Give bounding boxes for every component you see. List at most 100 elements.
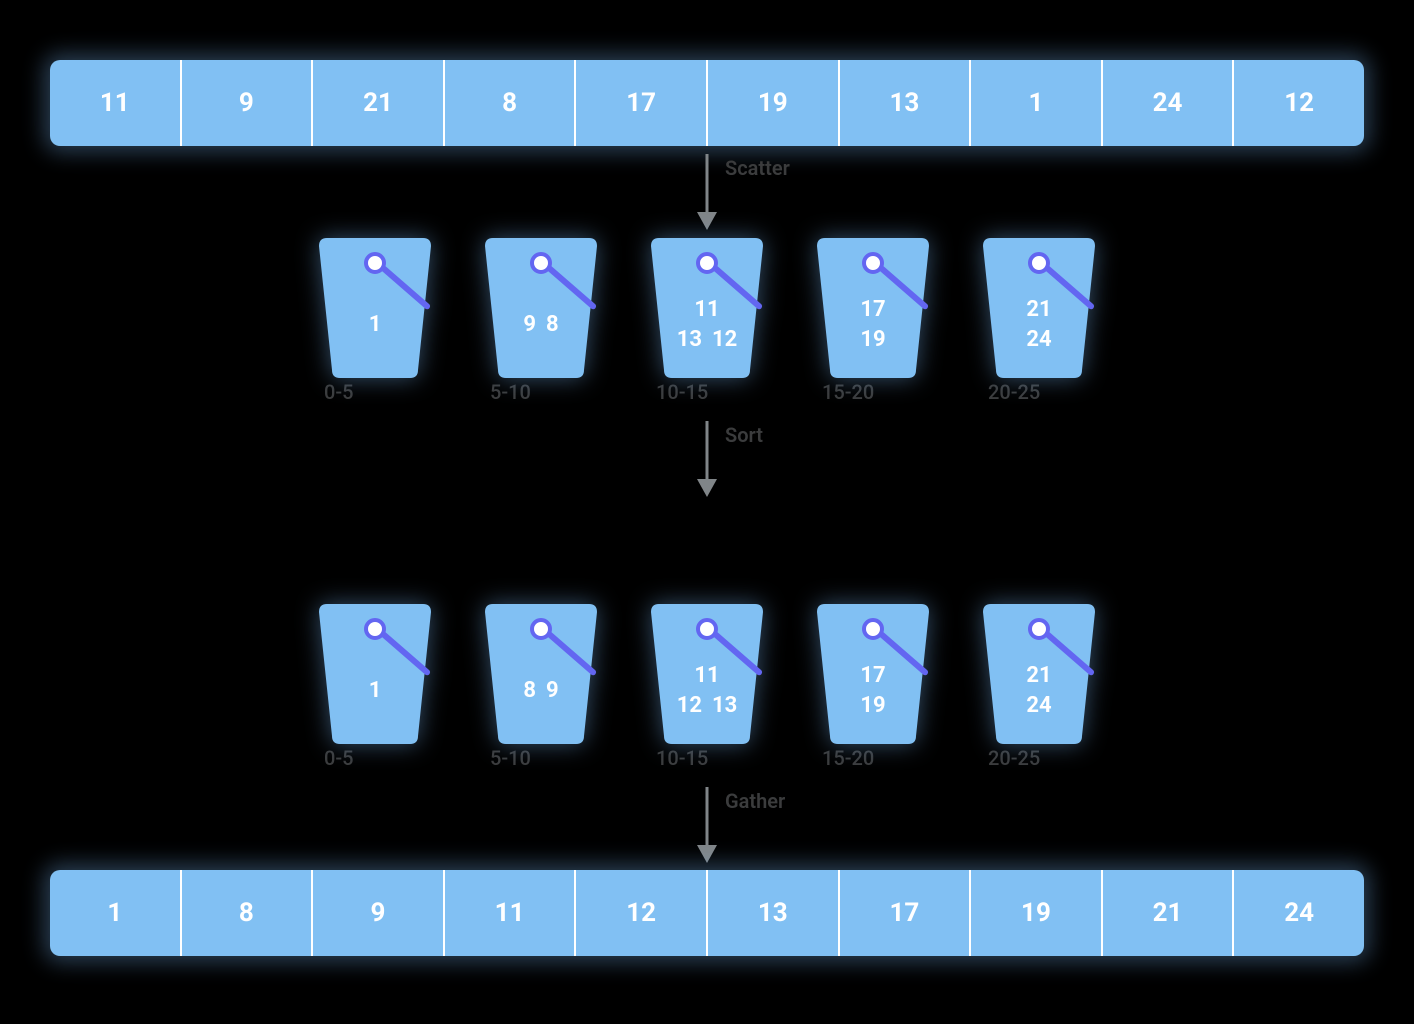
bucket-value: 1	[369, 676, 382, 706]
bucket-knob-icon	[862, 252, 884, 274]
bucket: 1 0-5	[310, 604, 440, 770]
bucket-knob-icon	[530, 618, 552, 640]
bucket-knob-icon	[696, 618, 718, 640]
bucket: 11121310-15	[642, 604, 772, 770]
bucket-value: 11	[694, 661, 719, 691]
bucket-values: 98	[476, 286, 606, 364]
arrow-down-icon	[687, 152, 727, 232]
bucket-value-row: 1	[369, 676, 382, 706]
bucket-value-row: 1	[369, 310, 382, 340]
bucket-value: 8	[523, 676, 536, 706]
bucket-values: 2124	[974, 652, 1104, 730]
bucket: 2124 20-25	[974, 604, 1104, 770]
bucket-values: 2124	[974, 286, 1104, 364]
bucket-range-label: 10-15	[642, 380, 708, 404]
bucket-value-row: 1213	[677, 691, 738, 721]
bucket-value-row: 17	[860, 295, 885, 325]
bucket-knob-icon	[530, 252, 552, 274]
bucket-value: 9	[546, 676, 559, 706]
step-label-gather: Gather	[725, 789, 785, 813]
bucket-sort-diagram: 11921817191312412 Scatter 10-5 985-10 11…	[0, 0, 1414, 1024]
bucket: 1719 15-20	[808, 238, 938, 404]
bucket-range-label: 20-25	[974, 746, 1040, 770]
bucket: 10-5	[310, 238, 440, 404]
bucket-values: 1113 12	[642, 286, 772, 364]
array-cell: 21	[1101, 870, 1233, 956]
bucket-value: 9	[523, 310, 536, 340]
bucket-value: 19	[860, 325, 885, 355]
bucket-values: 1	[310, 652, 440, 730]
bucket-value: 12	[712, 325, 737, 355]
bucket-value: 19	[860, 691, 885, 721]
array-cell: 8	[180, 870, 312, 956]
bucket-value-row: 21	[1026, 295, 1051, 325]
step-label-sort: Sort	[725, 423, 763, 447]
array-cell: 13	[706, 870, 838, 956]
bucket-knob-icon	[364, 618, 386, 640]
array-cell: 24	[1232, 870, 1364, 956]
bucket-knob-icon	[862, 618, 884, 640]
bucket-value: 17	[860, 295, 885, 325]
bucket: 171915-20	[808, 604, 938, 770]
bucket-body: 1	[310, 604, 440, 744]
bucket-value-row: 24	[1026, 325, 1051, 355]
array-cell: 1	[969, 60, 1101, 146]
bucket-value: 17	[860, 661, 885, 691]
input-array: 11921817191312412	[50, 60, 1364, 146]
arrow-down-icon	[687, 785, 727, 865]
bucket-knob-icon	[1028, 618, 1050, 640]
bucket-range-label: 15-20	[808, 380, 874, 404]
bucket-body: 1113 12	[642, 238, 772, 378]
bucket-value: 13	[677, 325, 702, 355]
bucket-value-row: 11	[694, 295, 719, 325]
bucket-range-label: 0-5	[310, 746, 354, 770]
arrow-scatter: Scatter	[0, 152, 1414, 232]
bucket-value: 1	[369, 310, 382, 340]
bucket-value-row: 11	[694, 661, 719, 691]
bucket-values: 89	[476, 652, 606, 730]
bucket-range-label: 15-20	[808, 746, 874, 770]
bucket-body: 111213	[642, 604, 772, 744]
array-cell: 13	[838, 60, 970, 146]
array-cell: 12	[1232, 60, 1364, 146]
bucket: 89 5-10	[476, 604, 606, 770]
bucket: 2124 20-25	[974, 238, 1104, 404]
bucket-value: 24	[1026, 691, 1051, 721]
bucket-range-label: 10-15	[642, 746, 708, 770]
array-cell: 1	[50, 870, 180, 956]
arrow-gather: Gather	[0, 785, 1414, 865]
bucket-range-label: 20-25	[974, 380, 1040, 404]
step-label-scatter: Scatter	[725, 156, 790, 180]
bucket-body: 98	[476, 238, 606, 378]
array-cell: 19	[706, 60, 838, 146]
bucket-value-row: 21	[1026, 661, 1051, 691]
bucket-value: 21	[1026, 295, 1051, 325]
bucket-value-row: 19	[860, 691, 885, 721]
bucket-value-row: 89	[523, 676, 558, 706]
bucket-value: 21	[1026, 661, 1051, 691]
output-array: 18911121317192124	[50, 870, 1364, 956]
array-cell: 24	[1101, 60, 1233, 146]
arrow-sort: Sort	[0, 419, 1414, 499]
bucket-range-label: 5-10	[476, 380, 531, 404]
bucket-values: 1	[310, 286, 440, 364]
bucket-knob-icon	[364, 252, 386, 274]
bucket: 98 5-10	[476, 238, 606, 404]
bucket-value: 24	[1026, 325, 1051, 355]
bucket-value: 11	[694, 295, 719, 325]
bucket-range-label: 5-10	[476, 746, 531, 770]
array-cell: 21	[311, 60, 443, 146]
bucket-body: 2124	[974, 238, 1104, 378]
array-cell: 19	[969, 870, 1101, 956]
bucket-values: 1719	[808, 286, 938, 364]
bucket-value-row: 13 12	[677, 325, 738, 355]
bucket-body: 1	[310, 238, 440, 378]
bucket-body: 89	[476, 604, 606, 744]
bucket-value: 13	[712, 691, 737, 721]
array-cell: 17	[838, 870, 970, 956]
bucket-knob-icon	[1028, 252, 1050, 274]
array-cell: 11	[443, 870, 575, 956]
arrow-down-icon	[687, 419, 727, 499]
bucket-body: 1719	[808, 604, 938, 744]
bucket-body: 2124	[974, 604, 1104, 744]
